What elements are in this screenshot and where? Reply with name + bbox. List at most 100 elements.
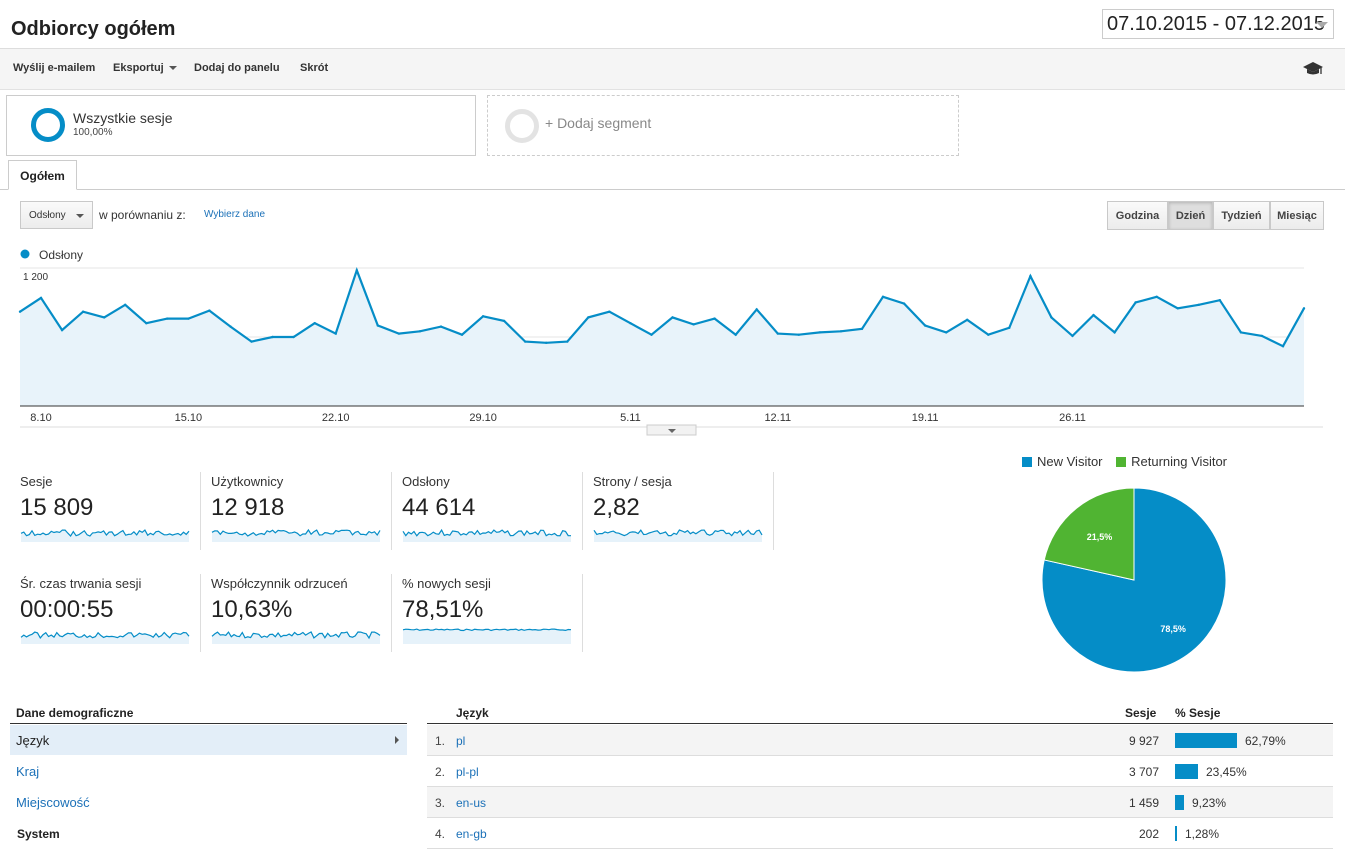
tab-overview[interactable]: Ogółem bbox=[8, 160, 77, 190]
demographics-item-language[interactable]: Język bbox=[10, 725, 407, 755]
data-point[interactable] bbox=[439, 325, 443, 328]
data-point[interactable] bbox=[481, 315, 485, 318]
data-point[interactable] bbox=[292, 335, 295, 339]
data-point[interactable] bbox=[755, 308, 758, 311]
data-point[interactable] bbox=[1239, 331, 1243, 334]
metric-pageviews[interactable]: Odsłony 44 614 bbox=[402, 474, 582, 574]
demographics-item-country[interactable]: Kraj bbox=[16, 764, 40, 779]
data-point[interactable] bbox=[776, 332, 779, 335]
data-point[interactable] bbox=[1008, 326, 1011, 329]
divider bbox=[200, 574, 201, 652]
metric-pages-per-session[interactable]: Strony / sesja 2,82 bbox=[593, 474, 773, 574]
data-point[interactable] bbox=[987, 333, 990, 336]
data-point[interactable] bbox=[60, 328, 64, 332]
demographics-item-city[interactable]: Miejscowość bbox=[16, 795, 90, 810]
data-point[interactable] bbox=[945, 331, 948, 334]
data-point[interactable] bbox=[145, 322, 148, 325]
metric-selector[interactable]: Odsłony bbox=[20, 201, 93, 229]
table-row[interactable]: 3. en-us 1 459 9,23% bbox=[427, 787, 1333, 818]
data-point[interactable] bbox=[692, 323, 695, 326]
chart-resize-handle[interactable] bbox=[646, 424, 697, 436]
data-point[interactable] bbox=[881, 295, 885, 298]
language-link[interactable]: pl bbox=[456, 734, 466, 748]
granularity-month[interactable]: Miesiąc bbox=[1270, 201, 1324, 230]
data-point[interactable] bbox=[187, 317, 190, 320]
metric-avg-session-duration[interactable]: Śr. czas trwania sesji 00:00:55 bbox=[20, 576, 200, 676]
add-segment-button[interactable]: + Dodaj segment bbox=[487, 95, 959, 156]
metric-sessions[interactable]: Sesje 15 809 bbox=[20, 474, 200, 574]
data-point[interactable] bbox=[208, 309, 211, 312]
data-point[interactable] bbox=[39, 296, 43, 300]
graduation-cap-icon[interactable] bbox=[1302, 61, 1324, 77]
data-point[interactable] bbox=[629, 322, 632, 325]
choose-metric-link[interactable]: Wybierz dane bbox=[204, 209, 266, 220]
data-point[interactable] bbox=[1092, 313, 1095, 317]
data-point[interactable] bbox=[418, 330, 422, 333]
language-link[interactable]: en-gb bbox=[456, 827, 487, 841]
data-point[interactable] bbox=[1197, 303, 1201, 306]
export-button[interactable]: Eksportuj bbox=[113, 62, 177, 74]
data-point[interactable] bbox=[860, 327, 864, 331]
language-link[interactable]: en-us bbox=[456, 796, 487, 810]
data-point[interactable] bbox=[1134, 301, 1137, 304]
shortcut-button[interactable]: Skrót bbox=[300, 62, 329, 74]
granularity-day[interactable]: Dzień bbox=[1168, 201, 1213, 230]
data-point[interactable] bbox=[1302, 307, 1306, 310]
add-to-dashboard-button[interactable]: Dodaj do panelu bbox=[194, 62, 280, 74]
data-point[interactable] bbox=[923, 324, 927, 327]
data-point[interactable] bbox=[524, 340, 527, 343]
metric-new-sessions-pct[interactable]: % nowych sesji 78,51% bbox=[402, 576, 582, 676]
metric-bounce-rate[interactable]: Współczynnik odrzuceń 10,63% bbox=[211, 576, 391, 676]
data-point[interactable] bbox=[271, 335, 274, 339]
data-point[interactable] bbox=[1218, 299, 1222, 302]
metric-users[interactable]: Użytkownicy 12 918 bbox=[211, 474, 391, 574]
data-point[interactable] bbox=[713, 317, 716, 320]
data-point[interactable] bbox=[502, 319, 506, 323]
legend-marker bbox=[20, 249, 30, 259]
language-link[interactable]: pl-pl bbox=[456, 765, 479, 779]
data-point[interactable] bbox=[671, 316, 674, 319]
data-point[interactable] bbox=[1113, 331, 1116, 334]
data-point[interactable] bbox=[545, 341, 548, 344]
data-point[interactable] bbox=[166, 317, 169, 320]
data-point[interactable] bbox=[566, 340, 569, 343]
data-point[interactable] bbox=[1155, 295, 1158, 298]
date-range-picker[interactable]: 07.10.2015 - 07.12.2015 bbox=[1102, 9, 1334, 39]
data-point[interactable] bbox=[1260, 334, 1264, 338]
data-point[interactable] bbox=[1281, 345, 1285, 348]
data-point[interactable] bbox=[608, 310, 611, 313]
data-point[interactable] bbox=[1029, 274, 1032, 278]
table-row[interactable]: 1. pl 9 927 62,79% bbox=[427, 725, 1333, 756]
data-point[interactable] bbox=[397, 332, 401, 335]
data-point[interactable] bbox=[81, 310, 85, 313]
table-row[interactable]: 4. en-gb 202 1,28% bbox=[427, 818, 1333, 849]
data-point[interactable] bbox=[1050, 316, 1053, 319]
data-point[interactable] bbox=[902, 302, 906, 305]
data-point[interactable] bbox=[229, 325, 232, 328]
data-point[interactable] bbox=[839, 330, 843, 333]
table-row[interactable]: 2. pl-pl 3 707 23,45% bbox=[427, 756, 1333, 787]
data-point[interactable] bbox=[797, 333, 800, 336]
data-point[interactable] bbox=[1176, 307, 1179, 310]
data-point[interactable] bbox=[966, 318, 969, 321]
data-point[interactable] bbox=[313, 322, 316, 325]
data-point[interactable] bbox=[124, 303, 127, 306]
data-point[interactable] bbox=[818, 331, 822, 334]
data-point[interactable] bbox=[18, 310, 22, 313]
data-point[interactable] bbox=[376, 324, 379, 327]
data-point[interactable] bbox=[103, 316, 106, 319]
data-point[interactable] bbox=[1071, 334, 1074, 338]
granularity-hour[interactable]: Godzina bbox=[1107, 201, 1168, 230]
data-point[interactable] bbox=[250, 340, 253, 343]
data-point[interactable] bbox=[650, 333, 653, 336]
data-point[interactable] bbox=[460, 333, 464, 336]
data-point[interactable] bbox=[587, 316, 590, 319]
data-point[interactable] bbox=[355, 269, 358, 272]
data-point[interactable] bbox=[334, 332, 337, 335]
segment-all-sessions[interactable]: Wszystkie sesje 100,00% bbox=[6, 95, 476, 156]
pie-slice-returning-visitor[interactable] bbox=[1043, 487, 1135, 581]
granularity-week[interactable]: Tydzień bbox=[1213, 201, 1270, 230]
data-point[interactable] bbox=[734, 333, 737, 336]
divider bbox=[391, 574, 392, 652]
email-button[interactable]: Wyślij e-mailem bbox=[13, 62, 96, 74]
